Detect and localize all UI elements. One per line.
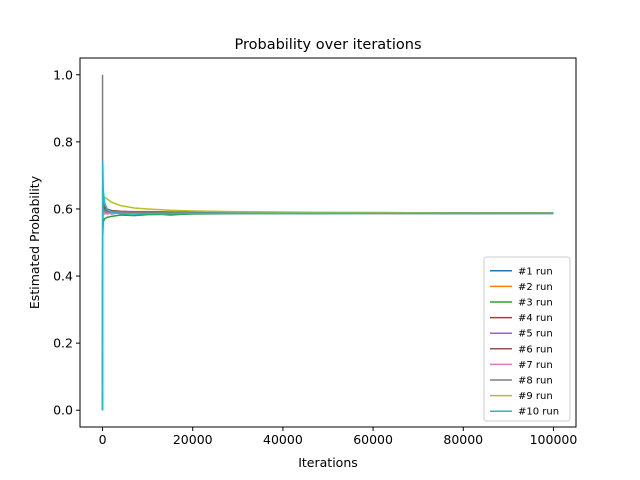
x-tick-label: 60000	[353, 432, 393, 447]
legend-entry: #6 run	[518, 344, 553, 355]
legend-entry: #7 run	[518, 360, 553, 371]
legend: #1 run #2 run #3 run #4 run #5 run #6 run #7 r…	[483, 256, 571, 422]
legend-entry: #5 run	[518, 329, 553, 340]
x-axis-ticks: 0 20000 40000 60000 80000 100000	[99, 427, 578, 447]
legend-entry: #3 run	[518, 298, 553, 309]
y-tick-label: 0.6	[53, 201, 73, 216]
y-tick-label: 0.2	[53, 336, 73, 351]
x-tick-label: 20000	[173, 432, 213, 447]
legend-entry: #2 run	[518, 282, 553, 293]
legend-entry: #1 run	[518, 266, 553, 277]
legend-entry: #9 run	[518, 391, 553, 402]
y-tick-label: 0.4	[53, 269, 73, 284]
legend-entry: #4 run	[518, 313, 553, 324]
legend-entry: #8 run	[518, 376, 553, 387]
x-tick-label: 100000	[530, 432, 578, 447]
y-tick-label: 0.0	[53, 403, 73, 418]
y-tick-label: 0.8	[53, 134, 73, 149]
y-axis-label: Estimated Probability	[27, 175, 42, 309]
legend-entry: #10 run	[518, 407, 559, 418]
x-tick-label: 80000	[443, 432, 483, 447]
plot-lines	[101, 74, 554, 411]
series-line-10	[101, 161, 554, 411]
y-tick-label: 1.0	[53, 67, 73, 82]
y-axis-ticks: 0.0 0.2 0.4 0.6 0.8 1.0	[53, 67, 80, 418]
x-axis-label: Iterations	[298, 455, 358, 470]
chart-title: Probability over iterations	[234, 37, 421, 53]
x-tick-label: 0	[99, 432, 107, 447]
plot-area-frame	[79, 57, 577, 428]
x-tick-label: 40000	[263, 432, 303, 447]
